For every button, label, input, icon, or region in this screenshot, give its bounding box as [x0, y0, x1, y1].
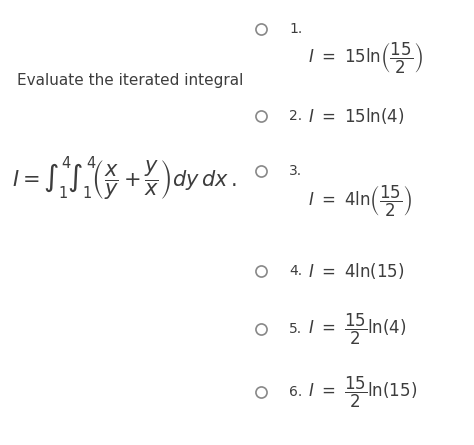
- Text: $I \ = \ 15\ln\!\left(\dfrac{15}{2}\right)$: $I \ = \ 15\ln\!\left(\dfrac{15}{2}\righ…: [308, 41, 423, 77]
- Text: 3.: 3.: [289, 164, 302, 178]
- Text: 5.: 5.: [289, 322, 302, 336]
- Text: $I \ = \ 4\ln\!\left(\dfrac{15}{2}\right)$: $I \ = \ 4\ln\!\left(\dfrac{15}{2}\right…: [308, 183, 412, 219]
- Text: 1.: 1.: [289, 22, 302, 36]
- Text: $I \ = \ 15\ln(4)$: $I \ = \ 15\ln(4)$: [308, 106, 405, 125]
- Text: 2.: 2.: [289, 109, 302, 123]
- Text: $I \ = \ 4\ln(15)$: $I \ = \ 4\ln(15)$: [308, 262, 405, 281]
- Text: 6.: 6.: [289, 385, 302, 400]
- Text: $I \ = \ \dfrac{15}{2}\ln(4)$: $I \ = \ \dfrac{15}{2}\ln(4)$: [308, 312, 407, 347]
- Text: $I \ = \ \dfrac{15}{2}\ln(15)$: $I \ = \ \dfrac{15}{2}\ln(15)$: [308, 375, 417, 410]
- Text: Evaluate the iterated integral: Evaluate the iterated integral: [17, 73, 243, 88]
- Text: 4.: 4.: [289, 264, 302, 279]
- Text: $I = \int_{1}^{4}\!\int_{1}^{4}\!\left(\dfrac{x}{y}+\dfrac{y}{x}\right)dy\,dx\,.: $I = \int_{1}^{4}\!\int_{1}^{4}\!\left(\…: [12, 154, 236, 202]
